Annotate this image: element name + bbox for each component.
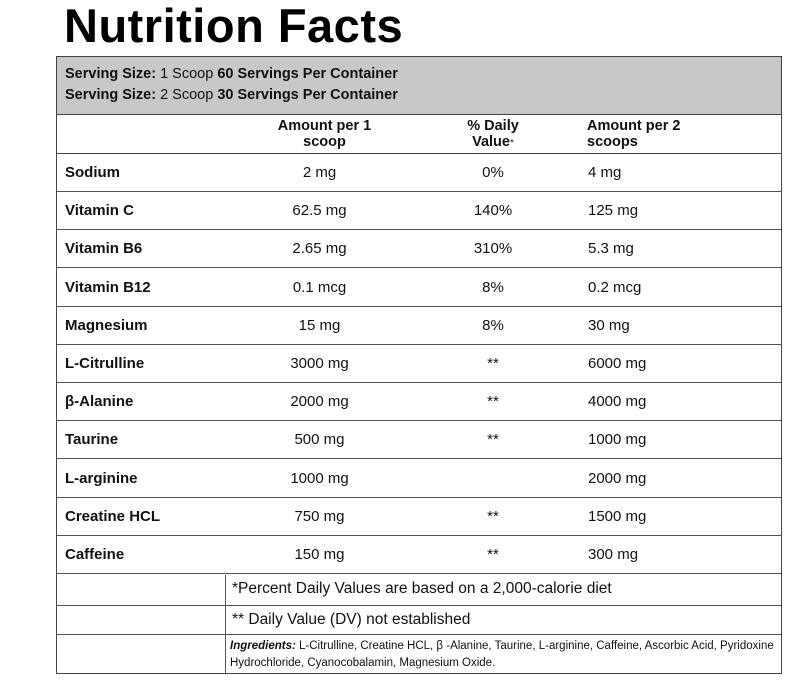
nutrient-name: Creatine HCL	[65, 507, 161, 525]
amount-per-2-scoops: 30 mg	[588, 316, 630, 334]
ingredients-label: Ingredients:	[230, 640, 296, 652]
amount-per-2-scoops: 1000 mg	[588, 431, 647, 449]
table-row: Vitamin B6 2.65 mg 310% 5.3 mg	[57, 230, 781, 269]
table-row: Caffeine 150 mg ** 300 mg	[57, 536, 781, 574]
table-row: Creatine HCL 750 mg ** 1500 mg	[57, 498, 781, 536]
column-header-amount-2-scoops: Amount per 2 scoops	[587, 118, 681, 150]
table-row: Sodium 2 mg 0% 4 mg	[57, 154, 781, 192]
servings-per-container: 60 Servings Per Container	[217, 66, 398, 82]
daily-value-label: % Daily Value	[467, 118, 519, 150]
footnote-dv-not-established: ** Daily Value (DV) not established	[232, 611, 471, 628]
nutrient-name: L-arginine	[65, 469, 138, 487]
nutrient-name: L-Citrulline	[65, 355, 145, 372]
table-row: Taurine 500 mg ** 1000 mg	[57, 421, 781, 460]
footnote-percent-row: *Percent Daily Values are based on a 2,0…	[57, 575, 781, 606]
daily-value-percent: **	[487, 393, 499, 411]
amount-per-2-scoops: 2000 mg	[588, 469, 647, 487]
amount-per-1-scoop: 500 mg	[294, 431, 345, 449]
nutrient-name: Magnesium	[65, 316, 148, 334]
amount-per-1-scoop: 2 mg	[302, 164, 337, 181]
serving-label: Serving Size:	[65, 87, 157, 103]
amount-per-2-scoops: 5.3 mg	[588, 240, 634, 258]
table-row: L-Citrulline 3000 mg ** 6000 mg	[57, 345, 781, 383]
amount-per-1-scoop: 2000 mg	[290, 393, 349, 411]
amount-per-2-scoops: 4 mg	[588, 164, 622, 181]
amount-per-2-scoops: 125 mg	[588, 202, 639, 220]
footnote-percent-daily-value: *Percent Daily Values are based on a 2,0…	[232, 580, 612, 597]
nutrient-name: β-Alanine	[65, 393, 134, 411]
column-header-amount-1-scoop: Amount per 1 scoop	[277, 118, 372, 150]
nutrient-name: Vitamin B12	[65, 278, 151, 296]
ingredients-row: Ingredients: L-Citrulline, Creatine HCL,…	[57, 635, 781, 673]
daily-value-percent: **	[487, 431, 499, 449]
serving-label: Serving Size:	[65, 66, 157, 82]
nutrient-name: Caffeine	[65, 546, 125, 563]
ingredients-list: L-Citrulline, Creatine HCL, β -Alanine, …	[230, 640, 774, 669]
table-row: Vitamin B12 0.1 mcg 8% 0.2 mcg	[57, 269, 781, 307]
daily-value-percent: 0%	[482, 164, 504, 181]
amount-per-2-scoops: 4000 mg	[588, 393, 647, 411]
amount-per-2-scoops: 1500 mg	[588, 507, 647, 525]
daily-value-percent: **	[487, 546, 499, 563]
daily-value-percent: 8%	[482, 278, 504, 296]
amount-per-1-scoop: 2.65 mg	[292, 240, 347, 258]
daily-value-percent: **	[487, 507, 499, 525]
amount-per-1-scoop: 3000 mg	[290, 355, 349, 372]
amount-per-2-scoops: 300 mg	[588, 546, 639, 563]
nutrient-name: Taurine	[65, 431, 119, 449]
amount-per-1-scoop: 1000 mg	[290, 469, 349, 487]
nutrient-name: Vitamin B6	[65, 240, 143, 258]
amount-per-1-scoop: 0.1 mcg	[292, 278, 347, 296]
footnote-dv-row: ** Daily Value (DV) not established	[57, 606, 781, 635]
amount-per-2-scoops: 0.2 mcg	[588, 278, 642, 296]
table-row: β-Alanine 2000 mg ** 4000 mg	[57, 383, 781, 422]
nutrient-name: Vitamin C	[65, 202, 134, 220]
amount-per-1-scoop: 62.5 mg	[292, 202, 347, 220]
serving-size: 2 Scoop	[160, 87, 214, 103]
amount-per-1-scoop: 15 mg	[298, 316, 341, 334]
servings-per-container: 30 Servings Per Container	[217, 87, 398, 103]
serving-line-1: Serving Size: 1 Scoop 60 Servings Per Co…	[65, 64, 781, 85]
daily-value-percent: 140%	[473, 202, 513, 220]
column-header-daily-value: % Daily Value*	[453, 118, 533, 152]
daily-value-percent: 8%	[482, 316, 504, 334]
serving-info: Serving Size: 1 Scoop 60 Servings Per Co…	[57, 57, 781, 115]
nutrition-panel: Serving Size: 1 Scoop 60 Servings Per Co…	[56, 56, 782, 674]
serving-size: 1 Scoop	[160, 66, 214, 82]
amount-per-2-scoops: 6000 mg	[588, 355, 647, 372]
nutrient-name: Sodium	[65, 164, 120, 181]
page-title: Nutrition Facts	[64, 0, 404, 52]
daily-value-percent: **	[487, 355, 499, 372]
ingredients-text: Ingredients: L-Citrulline, Creatine HCL,…	[230, 638, 777, 672]
table-row: L-arginine 1000 mg 2000 mg	[57, 460, 781, 498]
table-row: Vitamin C 62.5 mg 140% 125 mg	[57, 192, 781, 231]
amount-per-1-scoop: 150 mg	[294, 546, 345, 563]
daily-value-percent: 310%	[473, 240, 513, 258]
serving-line-2: Serving Size: 2 Scoop 30 Servings Per Co…	[65, 85, 781, 106]
table-row: Magnesium 15 mg 8% 30 mg	[57, 307, 781, 345]
daily-value-footnote-mark: *	[509, 138, 514, 149]
amount-per-1-scoop: 750 mg	[294, 507, 345, 525]
table-header: Amount per 1 scoop % Daily Value* Amount…	[57, 115, 781, 154]
